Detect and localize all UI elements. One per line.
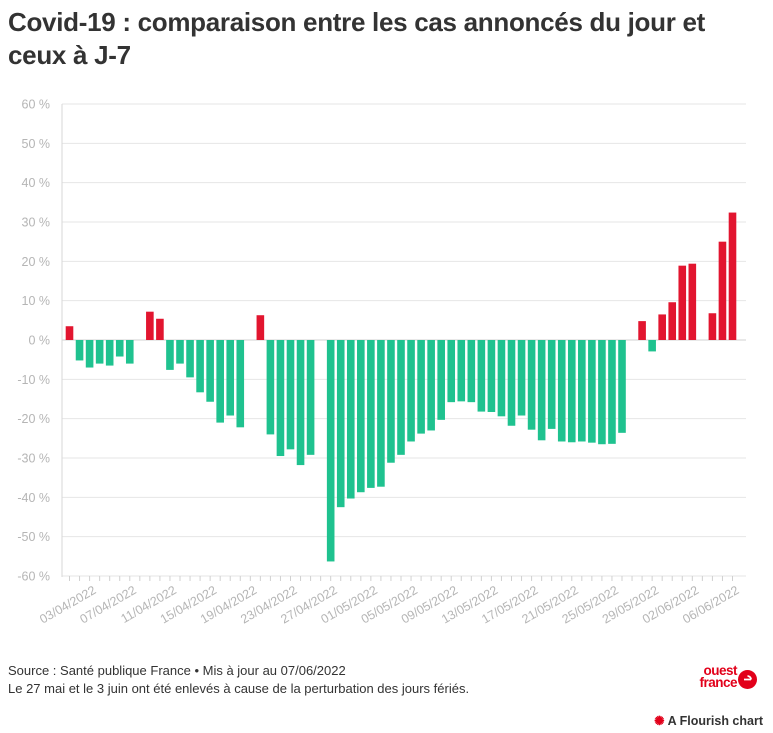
bar[interactable] [336,340,345,508]
logo-line2: france [699,675,737,690]
bar[interactable] [326,340,335,562]
bar[interactable] [457,340,466,402]
bar[interactable] [236,340,245,428]
logo-line1: ouest [703,663,737,678]
bar[interactable] [598,340,606,445]
bar[interactable] [65,326,74,340]
bar[interactable] [186,340,194,378]
bar[interactable] [648,340,656,352]
flourish-credit-label: A Flourish chart [667,714,763,728]
bar[interactable] [517,340,526,416]
bar[interactable] [487,340,496,412]
bar[interactable] [85,340,94,368]
bar[interactable] [688,263,697,340]
bar[interactable] [367,340,375,488]
bar[interactable] [296,340,305,466]
bar[interactable] [75,340,84,361]
bar[interactable] [115,340,124,357]
bar[interactable] [557,340,566,442]
ouest-france-logo[interactable]: ouest france [683,664,757,694]
holiday-note: Le 27 mai et le 3 juin ont été enlevés à… [8,681,470,696]
y-tick-label: 40 % [22,176,51,190]
bar[interactable] [357,340,365,493]
y-tick-label: 60 % [22,98,51,112]
bar[interactable] [146,311,154,340]
bar[interactable] [166,340,174,370]
y-tick-label: -10 % [17,373,50,387]
bar[interactable] [547,340,556,429]
y-tick-label: -20 % [17,412,50,426]
bar[interactable] [176,340,184,364]
bar[interactable] [497,340,506,417]
bar[interactable] [708,313,717,340]
y-tick-label: 20 % [22,255,51,269]
bar[interactable] [437,340,445,420]
bar[interactable] [447,340,456,403]
bar[interactable] [125,340,134,364]
bar[interactable] [377,340,385,487]
bar[interactable] [567,340,576,443]
bar[interactable] [638,321,646,340]
bar[interactable] [276,340,285,457]
y-tick-label: 30 % [22,216,51,230]
y-tick-label: -50 % [17,530,50,544]
y-tick-label: -40 % [17,491,50,505]
bar[interactable] [256,315,265,340]
bar[interactable] [156,318,164,340]
bar[interactable] [537,340,546,441]
y-tick-label: -60 % [17,570,50,584]
bar[interactable] [718,241,727,340]
bar[interactable] [105,340,114,366]
bar[interactable] [216,340,224,423]
bar[interactable] [658,314,666,340]
bar[interactable] [477,340,486,412]
bar[interactable] [266,340,275,435]
y-tick-label: -30 % [17,452,50,466]
bar[interactable] [588,340,596,443]
bar-chart: 60 % 50 % 40 % 30 % 20 % 10 % 0 % -10 % -20 % -30… [17,98,746,626]
bar[interactable] [417,340,425,434]
bar[interactable] [578,340,586,442]
bar[interactable] [668,302,677,340]
chart-footer: Source : Santé publique France • Mis à j… [8,662,469,698]
bar[interactable] [95,340,104,364]
bar[interactable] [507,340,516,426]
bar[interactable] [407,340,415,442]
flourish-star-icon: ✺ [654,714,665,728]
bar[interactable] [387,340,395,463]
bar[interactable] [467,340,476,403]
bar[interactable] [306,340,315,455]
bar[interactable] [286,340,295,450]
bar[interactable] [206,340,214,402]
flourish-credit-link[interactable]: ✺ A Flourish chart [654,713,763,728]
bar[interactable] [728,212,737,340]
bar[interactable] [427,340,435,431]
bar[interactable] [397,340,405,455]
bar[interactable] [618,340,626,433]
bar[interactable] [608,340,616,444]
bars [65,212,737,562]
bar[interactable] [226,340,235,416]
chart-title: Covid-19 : comparaison entre les cas ann… [8,7,705,70]
y-tick-label: 50 % [22,137,51,151]
bar[interactable] [346,340,355,499]
source-note: Source : Santé publique France • Mis à j… [8,663,346,678]
y-tick-label: 0 % [28,334,50,348]
y-tick-label: 10 % [22,294,51,308]
bar[interactable] [196,340,204,393]
logo-circle-icon [738,670,757,689]
bar[interactable] [527,340,536,430]
bar[interactable] [678,265,687,340]
